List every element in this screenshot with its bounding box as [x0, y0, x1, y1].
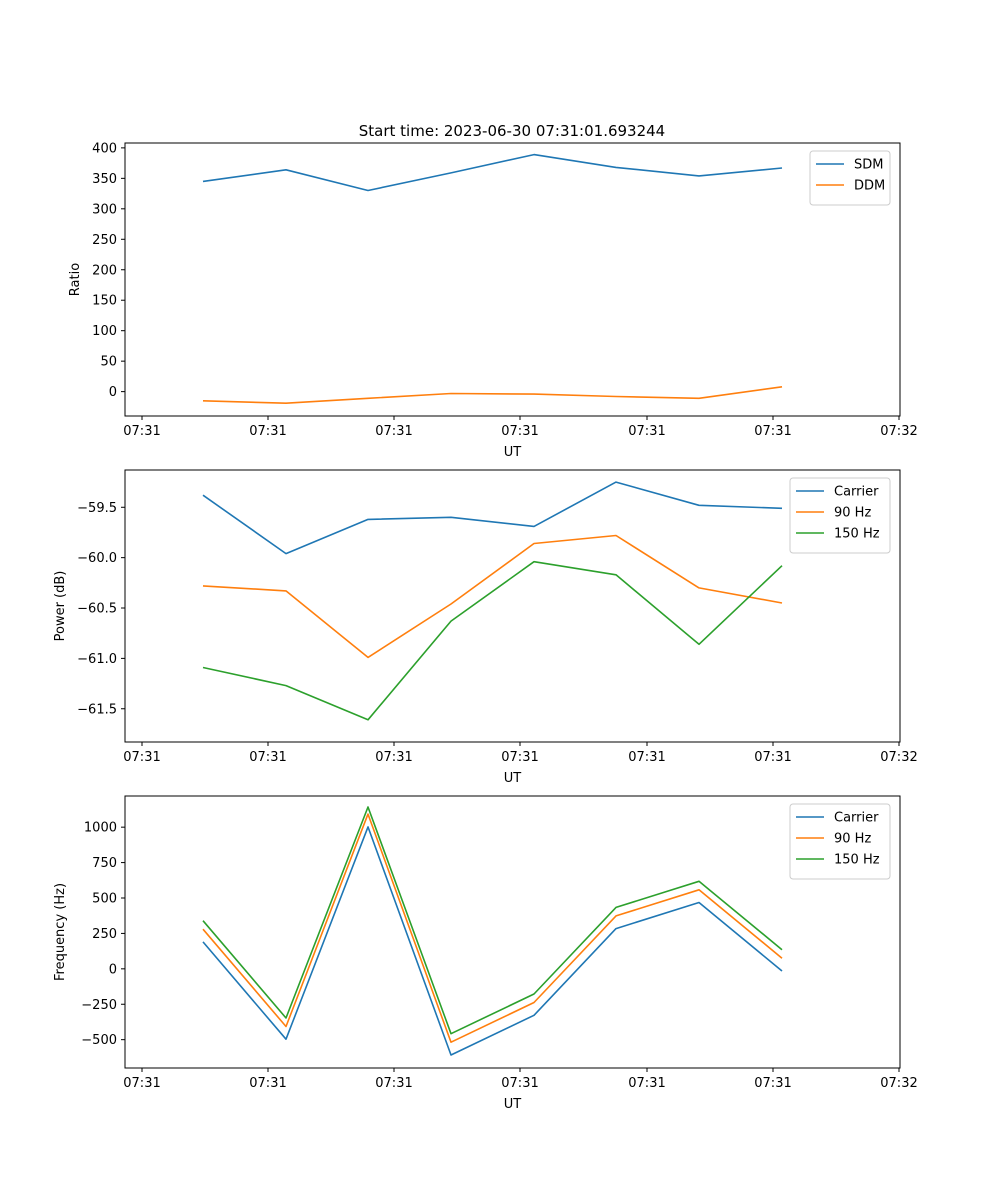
plot-area — [124, 142, 901, 417]
y-tick-label: 200 — [92, 263, 117, 278]
x-tick-label: 07:31 — [123, 750, 160, 765]
y-axis-label: Ratio — [68, 263, 83, 296]
x-tick-label: 07:31 — [628, 750, 665, 765]
legend-label: 90 Hz — [834, 832, 871, 847]
y-tick-label: 500 — [92, 892, 117, 907]
y-tick-label: −60.0 — [77, 551, 117, 566]
y-tick-label: 250 — [92, 233, 117, 248]
series-line-sdm — [202, 153, 783, 192]
y-tick-label: −61.5 — [77, 702, 117, 717]
legend-label: 150 Hz — [834, 853, 880, 868]
chart-panels: 07:31 07:31 07:31 07:31 07:31 07:31 07:32 0 50 10… — [53, 141, 918, 1112]
y-tick-label: −250 — [81, 998, 117, 1013]
y-tick-label: −500 — [81, 1033, 117, 1048]
x-tick-label: 07:31 — [628, 1076, 665, 1091]
y-tick-label: −59.5 — [77, 501, 117, 516]
y-axis-label: Power (dB) — [53, 571, 68, 642]
x-tick-label: 07:31 — [501, 1076, 538, 1091]
y-tick-label: 100 — [92, 324, 117, 339]
x-tick-label: 07:31 — [375, 750, 412, 765]
series-line-90-hz — [202, 534, 783, 659]
x-axis-label: UT — [504, 771, 522, 786]
x-axis-label: UT — [504, 445, 522, 460]
series-line-150-hz — [202, 560, 783, 721]
x-tick-label: 07:31 — [375, 424, 412, 439]
legend-label: SDM — [854, 158, 883, 173]
x-axis-label: UT — [504, 1097, 522, 1112]
y-tick-label: −61.0 — [77, 652, 117, 667]
legend-label: Carrier — [834, 811, 879, 826]
y-tick-label: 150 — [92, 294, 117, 309]
y-tick-label: 50 — [100, 355, 117, 370]
x-tick-label: 07:31 — [249, 750, 286, 765]
legend — [789, 803, 891, 880]
chart-panel-2: 07:31 07:31 07:31 07:31 07:31 07:31 07:32 −61.5… — [53, 469, 918, 786]
y-tick-label: 400 — [92, 141, 117, 156]
legend — [789, 477, 891, 554]
x-tick-label: 07:31 — [123, 424, 160, 439]
plot-area — [124, 469, 901, 743]
x-tick-label: 07:32 — [880, 1076, 917, 1091]
legend-label: Carrier — [834, 485, 879, 500]
series-line-150-hz — [202, 806, 783, 1035]
x-tick-label: 07:31 — [375, 1076, 412, 1091]
x-tick-label: 07:31 — [628, 424, 665, 439]
x-tick-label: 07:31 — [754, 424, 791, 439]
plot-area — [124, 795, 901, 1069]
x-tick-label: 07:31 — [249, 1076, 286, 1091]
x-tick-label: 07:32 — [880, 750, 917, 765]
y-axis-label: Frequency (Hz) — [53, 883, 68, 981]
y-tick-label: 750 — [92, 856, 117, 871]
legend-label: 150 Hz — [834, 527, 880, 542]
x-tick-label: 07:32 — [880, 424, 917, 439]
x-tick-label: 07:31 — [754, 750, 791, 765]
y-tick-label: −60.5 — [77, 602, 117, 617]
series-line-ddm — [202, 386, 783, 405]
x-tick-label: 07:31 — [123, 1076, 160, 1091]
y-tick-label: 250 — [92, 927, 117, 942]
chart-panel-1: 07:31 07:31 07:31 07:31 07:31 07:31 07:32 0 50 10… — [68, 141, 918, 460]
y-tick-label: 0 — [109, 385, 117, 400]
y-tick-label: 350 — [92, 172, 117, 187]
legend-label: 90 Hz — [834, 506, 871, 521]
y-tick-label: 300 — [92, 202, 117, 217]
legend-label: DDM — [854, 179, 885, 194]
chart-title: Start time: 2023-06-30 07:31:01.693244 — [359, 122, 665, 140]
series-line-carrier — [202, 481, 783, 555]
y-tick-label: 0 — [109, 962, 117, 977]
series-line-90-hz — [202, 813, 783, 1043]
x-tick-label: 07:31 — [501, 424, 538, 439]
series-line-carrier — [202, 826, 783, 1056]
x-tick-label: 07:31 — [249, 424, 286, 439]
y-tick-label: 1000 — [84, 821, 117, 836]
x-tick-label: 07:31 — [501, 750, 538, 765]
x-tick-label: 07:31 — [754, 1076, 791, 1091]
chart-panel-3: 07:31 07:31 07:31 07:31 07:31 07:31 07:32 −500 −… — [53, 795, 918, 1112]
